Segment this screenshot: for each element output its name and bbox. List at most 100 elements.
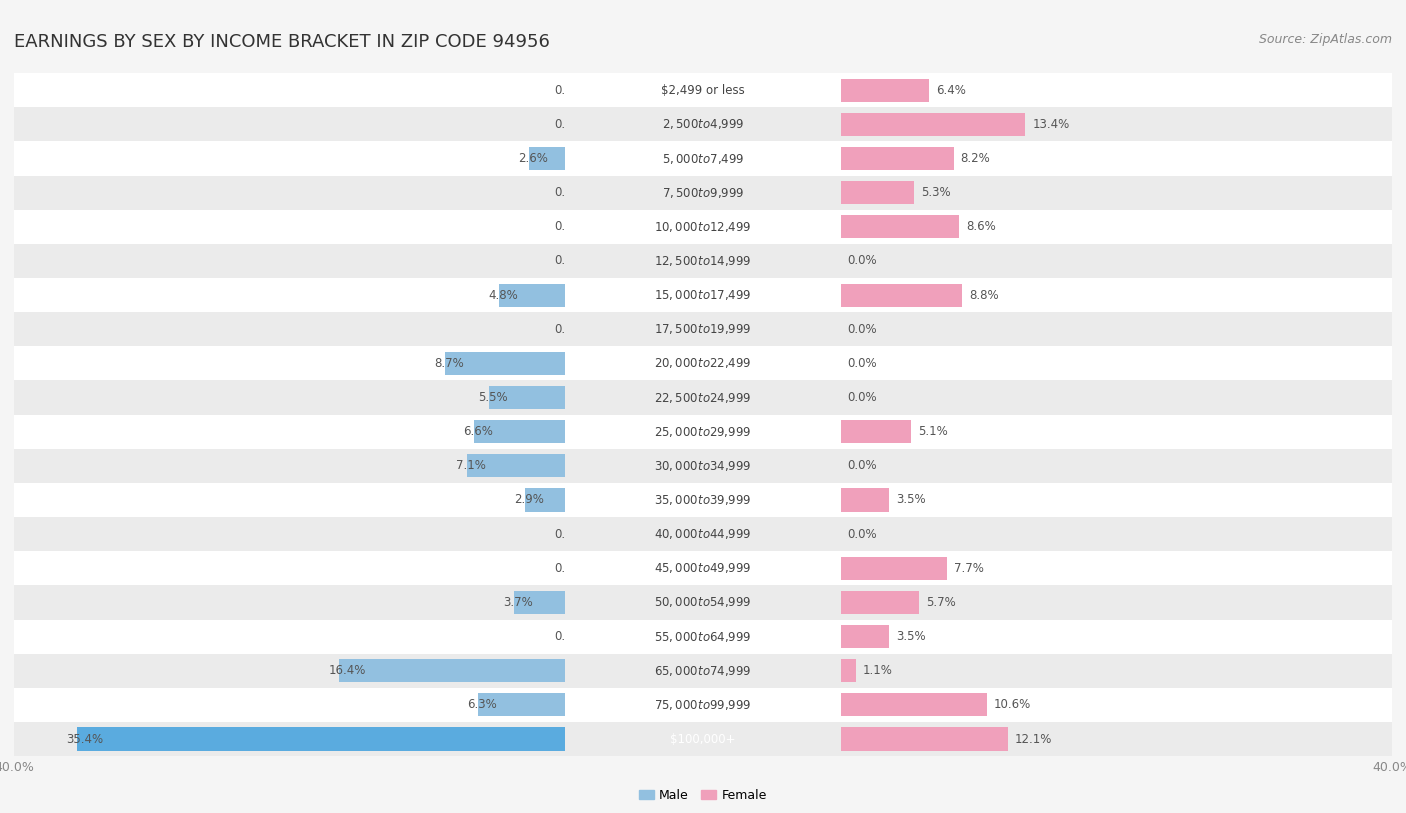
Bar xyxy=(841,688,1392,722)
Bar xyxy=(14,107,565,141)
Bar xyxy=(841,73,1392,107)
Text: 0.0%: 0.0% xyxy=(554,220,583,233)
Bar xyxy=(14,585,565,620)
Bar xyxy=(841,659,856,682)
Bar xyxy=(14,415,565,449)
Bar xyxy=(841,181,914,204)
Text: $40,000 to $44,999: $40,000 to $44,999 xyxy=(654,527,752,541)
Bar xyxy=(841,278,1392,312)
Text: 0.0%: 0.0% xyxy=(848,323,877,336)
Text: 10.6%: 10.6% xyxy=(994,698,1031,711)
Bar xyxy=(841,722,1392,756)
Legend: Male, Female: Male, Female xyxy=(634,784,772,806)
Bar xyxy=(565,449,841,483)
Bar xyxy=(446,352,565,375)
Bar xyxy=(565,722,841,756)
Text: $15,000 to $17,499: $15,000 to $17,499 xyxy=(654,288,752,302)
Bar xyxy=(841,215,959,238)
Bar xyxy=(841,420,911,443)
Bar xyxy=(489,386,565,409)
Text: $30,000 to $34,999: $30,000 to $34,999 xyxy=(654,459,752,473)
Bar xyxy=(565,73,841,107)
Bar xyxy=(841,620,1392,654)
Bar xyxy=(14,176,565,210)
Text: 8.7%: 8.7% xyxy=(434,357,464,370)
Text: 5.3%: 5.3% xyxy=(921,186,950,199)
Text: 8.2%: 8.2% xyxy=(960,152,990,165)
Text: $22,500 to $24,999: $22,500 to $24,999 xyxy=(654,390,752,405)
Text: 12.1%: 12.1% xyxy=(1014,733,1052,746)
Bar xyxy=(565,244,841,278)
Bar xyxy=(565,688,841,722)
Bar xyxy=(14,551,565,585)
Bar xyxy=(841,517,1392,551)
Bar xyxy=(841,346,1392,380)
Bar xyxy=(841,312,1392,346)
Bar xyxy=(14,278,565,312)
Bar xyxy=(565,176,841,210)
Bar xyxy=(565,483,841,517)
Text: 3.7%: 3.7% xyxy=(503,596,533,609)
Text: 8.8%: 8.8% xyxy=(969,289,998,302)
Text: $45,000 to $49,999: $45,000 to $49,999 xyxy=(654,561,752,576)
Bar xyxy=(14,346,565,380)
Bar xyxy=(841,483,1392,517)
Text: 5.1%: 5.1% xyxy=(918,425,948,438)
Bar xyxy=(77,728,565,750)
Text: 16.4%: 16.4% xyxy=(328,664,366,677)
Bar xyxy=(841,728,1008,750)
Bar xyxy=(565,380,841,415)
Bar xyxy=(841,113,1025,136)
Bar xyxy=(565,210,841,244)
Bar xyxy=(565,620,841,654)
Text: 0.0%: 0.0% xyxy=(554,528,583,541)
Bar xyxy=(14,449,565,483)
Bar xyxy=(841,625,889,648)
Text: 7.1%: 7.1% xyxy=(457,459,486,472)
Bar xyxy=(841,176,1392,210)
Bar xyxy=(474,420,565,443)
Bar xyxy=(841,244,1392,278)
Bar xyxy=(478,693,565,716)
Bar xyxy=(14,380,565,415)
Text: 1.1%: 1.1% xyxy=(863,664,893,677)
Bar xyxy=(530,147,565,170)
Bar xyxy=(841,141,1392,176)
Text: 0.0%: 0.0% xyxy=(848,254,877,267)
Text: $55,000 to $64,999: $55,000 to $64,999 xyxy=(654,629,752,644)
Text: 0.0%: 0.0% xyxy=(554,254,583,267)
Bar xyxy=(14,210,565,244)
Bar xyxy=(14,620,565,654)
Text: $50,000 to $54,999: $50,000 to $54,999 xyxy=(654,595,752,610)
Bar xyxy=(841,380,1392,415)
Bar xyxy=(841,107,1392,141)
Bar xyxy=(14,141,565,176)
Text: 0.0%: 0.0% xyxy=(554,630,583,643)
Text: 5.5%: 5.5% xyxy=(478,391,508,404)
Bar xyxy=(515,591,565,614)
Bar xyxy=(14,73,565,107)
Bar xyxy=(14,244,565,278)
Text: 4.8%: 4.8% xyxy=(488,289,517,302)
Bar xyxy=(467,454,565,477)
Text: 3.5%: 3.5% xyxy=(896,630,925,643)
Bar xyxy=(841,210,1392,244)
Bar xyxy=(565,654,841,688)
Text: 0.0%: 0.0% xyxy=(848,459,877,472)
Bar xyxy=(841,284,962,307)
Text: 5.7%: 5.7% xyxy=(927,596,956,609)
Text: 3.5%: 3.5% xyxy=(896,493,925,506)
Bar xyxy=(14,688,565,722)
Bar xyxy=(14,654,565,688)
Bar xyxy=(499,284,565,307)
Text: $2,499 or less: $2,499 or less xyxy=(661,84,745,97)
Text: $75,000 to $99,999: $75,000 to $99,999 xyxy=(654,698,752,712)
Bar xyxy=(565,141,841,176)
Text: 8.6%: 8.6% xyxy=(966,220,995,233)
Text: 0.0%: 0.0% xyxy=(554,118,583,131)
Text: $25,000 to $29,999: $25,000 to $29,999 xyxy=(654,424,752,439)
Text: 0.0%: 0.0% xyxy=(554,562,583,575)
Bar xyxy=(841,551,1392,585)
Text: 0.0%: 0.0% xyxy=(848,357,877,370)
Bar xyxy=(565,107,841,141)
